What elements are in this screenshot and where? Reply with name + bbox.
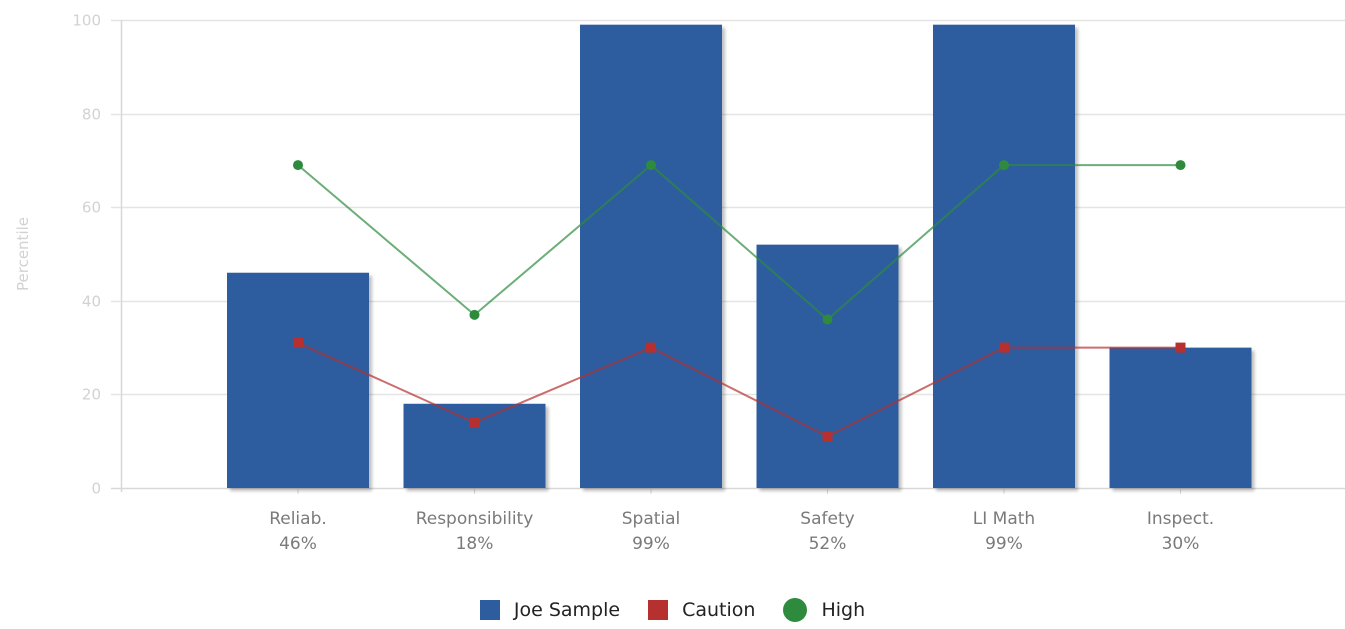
point-caution [822, 431, 833, 442]
point-caution [999, 342, 1009, 353]
y-axis: 0 20 40 60 80 100 [72, 12, 123, 498]
x-tick-percent: 30% [1162, 534, 1200, 554]
point-caution [1175, 342, 1186, 353]
point-high [646, 160, 656, 171]
x-tick-percent: 18% [456, 534, 494, 554]
y-axis-title: Percentile [14, 217, 32, 291]
y-tick-label: 100 [72, 12, 101, 30]
y-tick-label: 60 [82, 199, 101, 217]
bar-joe-sample [756, 244, 899, 488]
x-tick-percent: 46% [279, 534, 317, 554]
bar-joe-sample [1109, 347, 1252, 488]
y-tick-label: 0 [91, 480, 101, 498]
x-tick-label: Responsibility [416, 509, 534, 529]
x-axis: Reliab. 46% Responsibility 18% Spatial 99% Saf… [269, 488, 1214, 554]
point-high [469, 309, 480, 320]
bar-joe-sample [227, 272, 369, 488]
x-tick-label: Reliab. [269, 509, 327, 529]
x-tick-label: Safety [800, 509, 854, 529]
x-tick-label: LI Math [973, 509, 1035, 529]
point-caution [469, 417, 480, 428]
x-tick-percent: 99% [985, 534, 1023, 554]
x-tick-percent: 52% [809, 534, 847, 554]
legend-label-high: High [821, 599, 866, 621]
bar-joe-sample [933, 24, 1075, 489]
legend-item-high[interactable]: High [783, 598, 865, 622]
point-high [1175, 160, 1186, 171]
legend-label-caution: Caution [682, 599, 756, 621]
legend-swatch-high [783, 598, 808, 622]
legend: Joe Sample Caution High [0, 598, 1345, 622]
bars [227, 24, 1252, 489]
legend-label-joe-sample: Joe Sample [513, 599, 621, 621]
chart: 0 20 40 60 80 100 Reliab. 46% Responsibility 18%… [14, 12, 1345, 554]
legend-item-joe-sample[interactable]: Joe Sample [479, 599, 621, 621]
y-tick-label: 80 [82, 106, 101, 124]
y-tick-label: 20 [82, 386, 101, 404]
x-tick-percent: 99% [632, 534, 670, 554]
bar-joe-sample [403, 403, 546, 488]
y-tick-label: 40 [82, 293, 101, 311]
point-high [822, 314, 833, 325]
x-tick-label: Spatial [622, 509, 681, 529]
point-high [999, 160, 1009, 171]
legend-swatch-joe-sample [479, 600, 500, 620]
point-caution [293, 337, 303, 348]
point-high [293, 160, 303, 171]
line-high [297, 163, 1181, 321]
legend-item-caution[interactable]: Caution [648, 599, 755, 621]
x-tick-label: Inspect. [1147, 509, 1214, 529]
line-caution [297, 342, 1181, 438]
point-caution [646, 342, 656, 353]
bar-joe-sample [580, 24, 722, 489]
legend-swatch-caution [648, 600, 669, 620]
series-lines [293, 160, 1186, 442]
